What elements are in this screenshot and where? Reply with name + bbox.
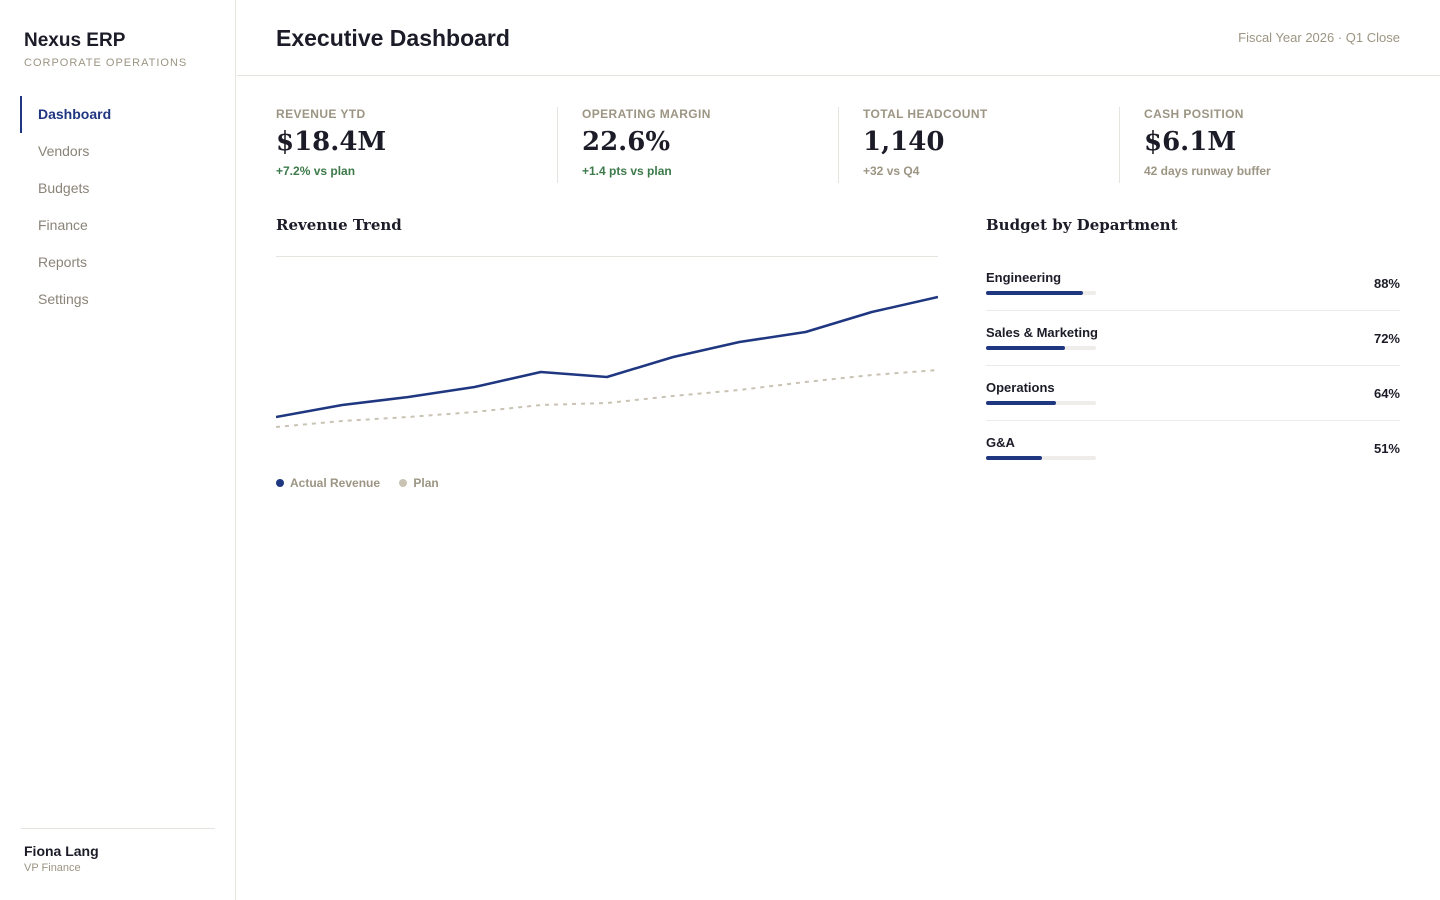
series-line-actual-revenue: [276, 295, 938, 419]
kpi-row: REVENUE YTD $18.4M +7.2% vs plan OPERATI…: [276, 107, 1400, 183]
sidebar-nav: Dashboard Vendors Budgets Finance Report…: [20, 96, 216, 318]
sidebar-item-budgets[interactable]: Budgets: [38, 180, 90, 196]
page-header: Executive Dashboard Fiscal Year 2026 · Q…: [237, 0, 1440, 76]
kpi-label: OPERATING MARGIN: [582, 107, 711, 121]
kpi-operating-margin: OPERATING MARGIN 22.6% +1.4 pts vs plan: [582, 107, 822, 183]
revenue-trend-title: Revenue Trend: [276, 216, 402, 234]
kpi-value: $18.4M: [276, 127, 387, 157]
kpi-label: REVENUE YTD: [276, 107, 366, 121]
kpi-value: 22.6%: [582, 127, 671, 157]
sidebar: Nexus ERP CORPORATE OPERATIONS Dashboard…: [0, 0, 236, 900]
budget-row-engineering: Engineering 88%: [986, 256, 1400, 311]
kpi-label: TOTAL HEADCOUNT: [863, 107, 988, 121]
sidebar-item-finance[interactable]: Finance: [38, 217, 88, 233]
dept-pct: 64%: [1373, 386, 1400, 401]
legend-label-plan: Plan: [413, 476, 439, 490]
kpi-value: 1,140: [863, 127, 945, 157]
kpi-delta: +32 vs Q4: [863, 164, 920, 178]
dept-pct: 72%: [1373, 331, 1400, 346]
sidebar-item-settings[interactable]: Settings: [38, 291, 89, 307]
kpi-divider: [557, 107, 558, 183]
dept-name: Operations: [986, 380, 1055, 395]
revenue-trend-chart: [276, 295, 938, 428]
user-profile[interactable]: Fiona Lang VP Finance: [21, 828, 215, 874]
legend-item-actual: Actual Revenue: [276, 476, 380, 490]
kpi-cash-position: CASH POSITION $6.1M 42 days runway buffe…: [1144, 107, 1400, 183]
dept-pct: 88%: [1373, 276, 1400, 291]
budget-title: Budget by Department: [986, 216, 1178, 234]
user-name: Fiona Lang: [24, 843, 99, 859]
budget-row-ga: G&A 51%: [986, 421, 1400, 476]
sidebar-item-dashboard[interactable]: Dashboard: [20, 96, 216, 133]
budget-bar-track: [986, 456, 1096, 460]
budget-list: Engineering 88% Sales & Marketing 72% Op…: [986, 256, 1400, 476]
budget-bar-track: [986, 346, 1096, 350]
budget-row-sales-marketing: Sales & Marketing 72%: [986, 311, 1400, 366]
sidebar-item-vendors[interactable]: Vendors: [38, 143, 90, 159]
sidebar-item-reports[interactable]: Reports: [38, 254, 88, 270]
kpi-delta: +1.4 pts vs plan: [582, 164, 672, 178]
chart-top-rule: [276, 256, 938, 257]
budget-row-operations: Operations 64%: [986, 366, 1400, 421]
kpi-divider: [838, 107, 839, 183]
legend-label-actual: Actual Revenue: [290, 476, 381, 490]
budget-bar-track: [986, 291, 1096, 295]
budget-bar-fill: [986, 456, 1043, 460]
brand: Nexus ERP CORPORATE OPERATIONS: [24, 30, 187, 69]
dept-name: Engineering: [986, 270, 1062, 285]
series-line-plan: [276, 369, 938, 428]
user-role: VP Finance: [24, 862, 81, 874]
budget-bar-fill: [986, 346, 1066, 350]
kpi-delta: 42 days runway buffer: [1144, 164, 1271, 178]
dept-name: Sales & Marketing: [986, 325, 1098, 340]
fiscal-period: Fiscal Year 2026 · Q1 Close: [1238, 30, 1400, 45]
kpi-total-headcount: TOTAL HEADCOUNT 1,140 +32 vs Q4: [863, 107, 1103, 183]
legend-dot-actual: [276, 479, 284, 487]
kpi-label: CASH POSITION: [1144, 107, 1244, 121]
chart-legend: Actual Revenue Plan: [276, 476, 455, 490]
legend-item-plan: Plan: [399, 476, 439, 490]
dept-name: G&A: [986, 435, 1015, 450]
budget-bar-fill: [986, 401, 1057, 405]
kpi-delta: +7.2% vs plan: [276, 164, 356, 178]
legend-dot-plan: [399, 479, 408, 487]
budget-bar-track: [986, 401, 1096, 405]
app-name: Nexus ERP: [24, 30, 126, 51]
kpi-divider: [1119, 107, 1120, 183]
kpi-revenue-ytd: REVENUE YTD $18.4M +7.2% vs plan: [276, 107, 546, 183]
budget-bar-fill: [986, 291, 1083, 295]
kpi-value: $6.1M: [1144, 127, 1237, 157]
dept-pct: 51%: [1373, 441, 1400, 456]
page-title: Executive Dashboard: [276, 25, 510, 51]
app-subtitle: CORPORATE OPERATIONS: [24, 57, 188, 69]
